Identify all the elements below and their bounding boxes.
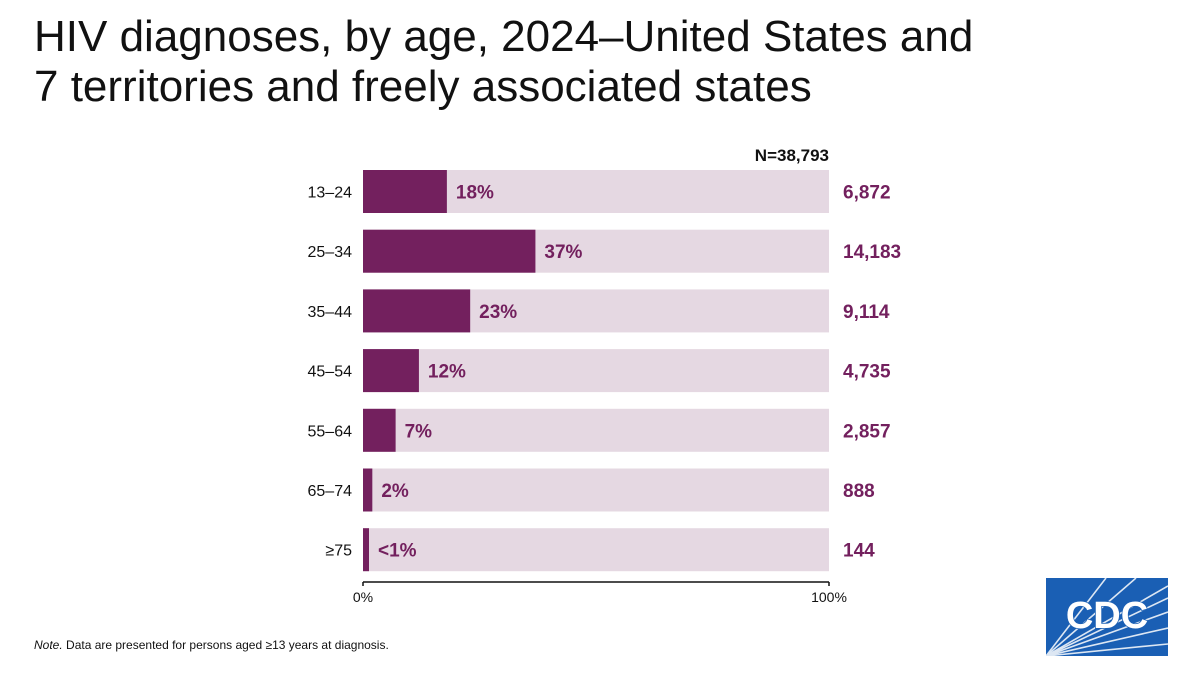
title-line-2: 7 territories and freely associated stat… [34,62,812,111]
category-label: 45–54 [308,364,353,381]
x-tick-label: 0% [353,589,373,605]
category-label: 55–64 [308,423,353,440]
percent-label: <1% [378,541,417,562]
bar-track [363,468,829,512]
percent-label: 18% [456,183,494,204]
count-label: 6,872 [843,183,891,204]
footnote: Note. Data are presented for persons age… [34,638,389,652]
logo-rays [1046,578,1168,656]
count-label: 9,114 [843,302,890,323]
bar [363,349,419,393]
title-line-1: HIV diagnoses, by age, 2024–United State… [34,12,974,61]
bar-track [363,528,829,572]
bar [363,170,447,213]
count-label: 144 [843,541,875,562]
category-label: 35–44 [308,304,353,321]
bar [363,408,396,452]
bar-track [363,408,829,452]
count-label: 14,183 [843,242,901,263]
count-label: 888 [843,481,875,502]
percent-label: 23% [479,302,517,323]
category-label: 13–24 [308,185,353,202]
count-label: 2,857 [843,421,891,442]
category-label: 65–74 [308,483,353,500]
percent-label: 37% [544,242,582,263]
bar [363,528,369,572]
bar [363,468,373,512]
category-label: ≥75 [325,543,352,560]
logo-background [1046,578,1168,656]
percent-label: 12% [428,362,466,383]
count-label: 4,735 [843,362,891,383]
bar [363,229,536,273]
logo-lettering: CDC [1066,595,1148,637]
bar [363,289,471,333]
bar-track [363,349,829,393]
percent-label: 7% [405,421,433,442]
category-label: 25–34 [308,244,353,261]
footnote-text: Data are presented for persons aged ≥13 … [62,638,389,652]
x-tick-label: 100% [811,589,847,605]
bar-chart: N=38,793 13–24 18% 6,872 25–34 37% 14,183 35–44… [308,146,902,605]
footnote-lead: Note. [34,638,63,652]
chart-title: HIV diagnoses, by age, 2024–United State… [34,12,1154,112]
total-n-label: N=38,793 [755,146,829,165]
cdc-logo: CDC [1046,578,1168,656]
percent-label: 2% [381,481,409,502]
